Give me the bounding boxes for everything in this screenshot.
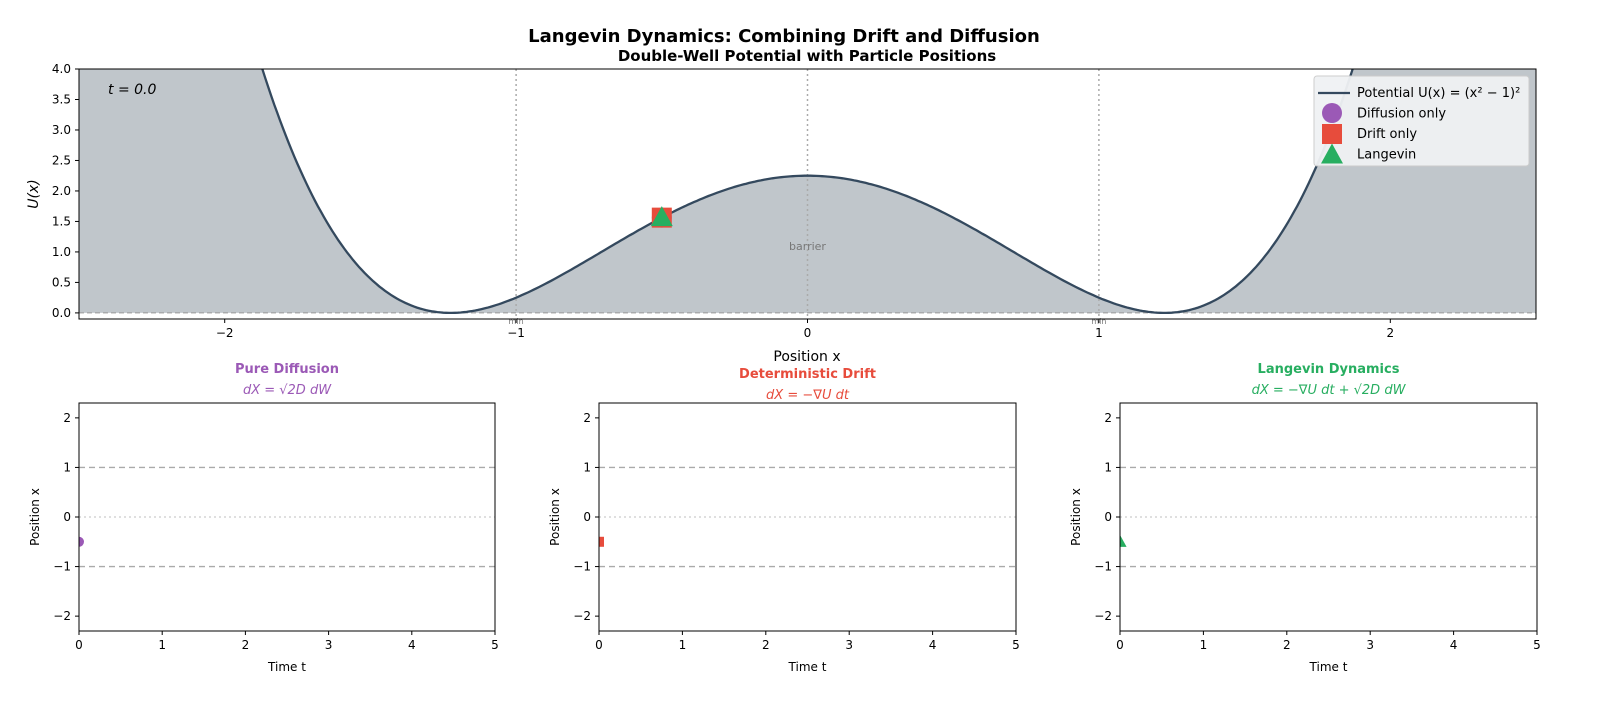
x-tick-label: 3 xyxy=(845,638,853,652)
x-tick-label: 3 xyxy=(325,638,333,652)
x-tick-label: 0 xyxy=(1116,638,1124,652)
y-tick-label: 2 xyxy=(583,411,591,425)
x-tick-label: 4 xyxy=(929,638,937,652)
x-tick-label: 0 xyxy=(804,326,812,340)
axes-frame xyxy=(78,402,496,632)
legend-box xyxy=(1313,75,1530,167)
barrier-label: barrier xyxy=(789,240,826,253)
y-tick-label: 3.5 xyxy=(52,92,71,106)
legend: Potential U(x) = (x² − 1)² Diffusion only… xyxy=(1313,75,1530,167)
x-tick-label: 5 xyxy=(1533,638,1541,652)
plot-area xyxy=(599,536,604,547)
x-tick-label: 2 xyxy=(762,638,770,652)
y-axis-label: Position x xyxy=(28,488,42,546)
axes-frame xyxy=(598,402,1017,632)
y-axis-label: Position x xyxy=(548,488,562,546)
y-tick-label: 0 xyxy=(63,510,71,524)
legend-entry: Potential U(x) = (x² − 1)² xyxy=(1357,86,1520,101)
y-tick-label: 0 xyxy=(583,510,591,524)
y-tick-label: 1.0 xyxy=(52,245,71,259)
panel-title: Deterministic Drift xyxy=(739,367,876,382)
axes-frame xyxy=(1119,402,1538,632)
panel-title: Langevin Dynamics xyxy=(1258,362,1400,377)
plot-area xyxy=(79,69,1536,319)
legend-entry: Langevin xyxy=(1357,148,1416,163)
y-tick-label: −2 xyxy=(53,609,71,623)
x-axis-label: Position x xyxy=(773,349,840,365)
y-tick-label: −1 xyxy=(1094,560,1112,574)
diffusion-chart: Pure Diffusion dX = √2D dW 0 1 2 3 4 5 −2 −1 0 1 2 Ti… xyxy=(28,362,499,674)
y-tick-label: 4.0 xyxy=(52,62,71,76)
y-tick-label: 1 xyxy=(1104,460,1112,474)
legend-entry: Diffusion only xyxy=(1357,107,1446,122)
x-tick-label: 1 xyxy=(1095,326,1103,340)
y-tick-label: 3.0 xyxy=(52,123,71,137)
x-tick-label: 2 xyxy=(1283,638,1291,652)
time-label: t = 0.0 xyxy=(108,82,156,98)
y-tick-label: 2 xyxy=(1104,411,1112,425)
panel-title: Pure Diffusion xyxy=(235,362,339,377)
y-tick-label: 0.5 xyxy=(52,275,71,289)
x-tick-label: 2 xyxy=(1386,326,1394,340)
x-tick-label: 0 xyxy=(595,638,603,652)
panel-subtitle: dX = √2D dW xyxy=(243,383,332,398)
y-tick-label: 2.5 xyxy=(52,153,71,167)
y-tick-label: 1 xyxy=(63,460,71,474)
x-tick-label: 3 xyxy=(1366,638,1374,652)
trajectory-point xyxy=(599,536,604,547)
y-tick-label: 2 xyxy=(63,411,71,425)
figure-title: Langevin Dynamics: Combining Drift and D… xyxy=(528,26,1040,47)
x-tick-label: 1 xyxy=(679,638,687,652)
x-tick-label: 5 xyxy=(1012,638,1020,652)
y-axis-label: U(x) xyxy=(26,179,42,208)
legend-square-swatch xyxy=(1322,124,1342,144)
x-tick-label: 1 xyxy=(158,638,166,652)
y-tick-label: 1.5 xyxy=(52,214,71,228)
x-tick-label: −1 xyxy=(507,326,525,340)
trajectory-point xyxy=(1120,534,1127,547)
langevin-chart: Langevin Dynamics dX = −∇U dt + √2D dW 0 1 2… xyxy=(1069,362,1541,674)
particle-triangle xyxy=(650,206,673,227)
x-tick-label: 5 xyxy=(491,638,499,652)
legend-circle-swatch xyxy=(1322,103,1342,123)
y-tick-label: −2 xyxy=(573,609,591,623)
drift-chart: Deterministic Drift dX = −∇U dt 0 1 2 3 4 5 −2 −1… xyxy=(548,367,1020,674)
plot-area xyxy=(1120,534,1127,547)
trajectory-point xyxy=(79,536,84,547)
y-tick-label: −1 xyxy=(53,560,71,574)
panel-subtitle: dX = −∇U dt xyxy=(766,388,850,403)
x-tick-label: −2 xyxy=(216,326,234,340)
plot-area xyxy=(79,536,84,547)
x-axis-label: Time t xyxy=(788,660,827,674)
y-tick-label: −1 xyxy=(573,560,591,574)
x-tick-label: 4 xyxy=(1450,638,1458,652)
y-tick-label: −2 xyxy=(1094,609,1112,623)
panel-subtitle: dX = −∇U dt + √2D dW xyxy=(1252,383,1407,398)
y-tick-label: 1 xyxy=(583,460,591,474)
x-axis-label: Time t xyxy=(267,660,306,674)
chart-title: Double-Well Potential with Particle Posi… xyxy=(618,47,996,65)
y-tick-label: 2.0 xyxy=(52,184,71,198)
x-tick-label: 0 xyxy=(75,638,83,652)
y-tick-label: 0.0 xyxy=(52,306,71,320)
y-axis-label: Position x xyxy=(1069,488,1083,546)
x-axis-label: Time t xyxy=(1309,660,1348,674)
legend-triangle-swatch xyxy=(1321,143,1343,164)
y-tick-label: 0 xyxy=(1104,510,1112,524)
potential-curve xyxy=(261,69,1354,315)
legend-entry: Drift only xyxy=(1357,127,1417,142)
x-tick-label: 1 xyxy=(1200,638,1208,652)
x-tick-label: 4 xyxy=(408,638,416,652)
x-tick-label: 2 xyxy=(242,638,250,652)
